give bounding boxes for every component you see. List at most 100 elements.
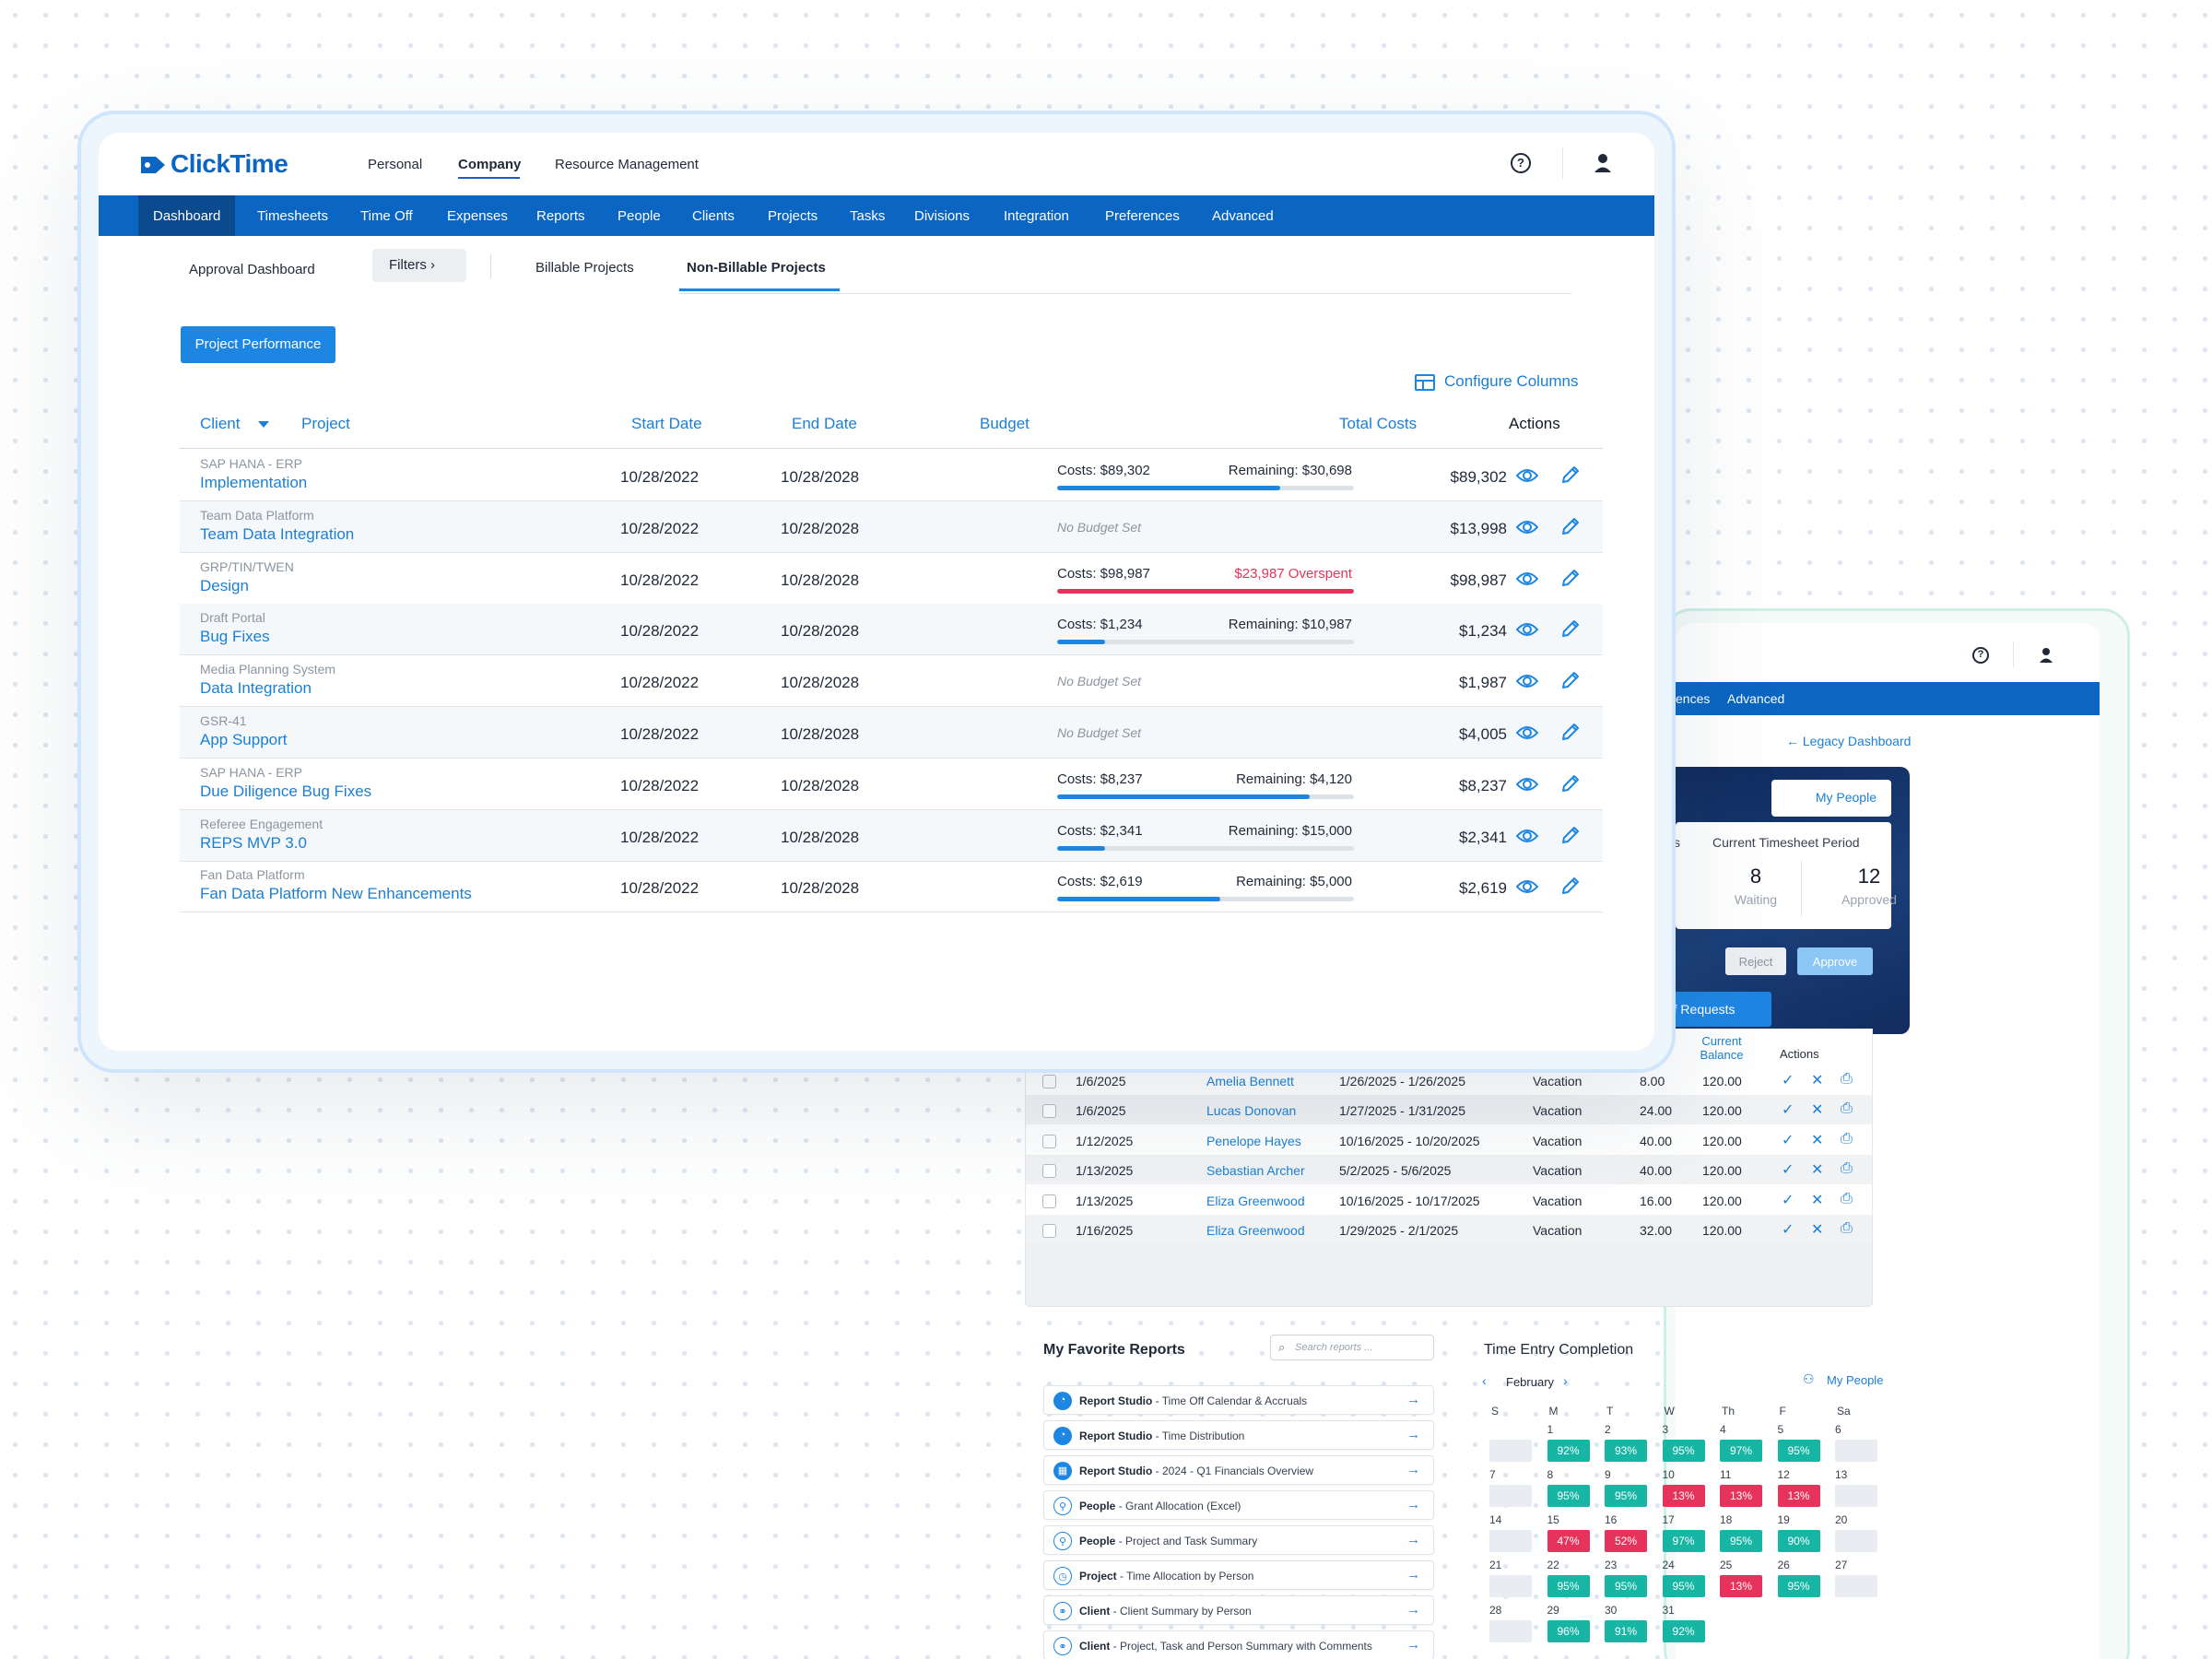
- configure-columns-link[interactable]: Configure Columns: [1444, 372, 1579, 390]
- check-icon[interactable]: ✓: [1782, 1073, 1794, 1088]
- user-icon[interactable]: [2039, 647, 2053, 664]
- my-people-button[interactable]: My People: [1771, 780, 1891, 817]
- row-checkbox[interactable]: [1042, 1075, 1056, 1088]
- eye-icon[interactable]: [1515, 518, 1539, 536]
- close-icon[interactable]: ✕: [1811, 1192, 1824, 1208]
- approval-dashboard-link[interactable]: Approval Dashboard: [189, 262, 315, 277]
- calendar-day[interactable]: 4 97%: [1718, 1423, 1764, 1465]
- legacy-dashboard-link[interactable]: ← Legacy Dashboard: [1786, 734, 1911, 748]
- project-link[interactable]: Due Diligence Bug Fixes: [200, 782, 372, 800]
- pencil-icon[interactable]: [1560, 825, 1581, 845]
- report-item[interactable]: ⚲ People - Grant Allocation (Excel) →: [1043, 1490, 1434, 1520]
- nav-item-timesheets[interactable]: Timesheets: [257, 208, 328, 224]
- column-header-project[interactable]: Project: [301, 415, 350, 432]
- calendar-day[interactable]: 17 97%: [1661, 1513, 1707, 1556]
- employee-link[interactable]: Eliza Greenwood: [1206, 1193, 1305, 1208]
- columns-icon[interactable]: [1415, 374, 1435, 391]
- nav-item-preferences[interactable]: ences: [1676, 691, 1711, 706]
- chevron-left-icon[interactable]: ‹: [1482, 1373, 1487, 1388]
- report-search-input[interactable]: ⌕ Search reports ...: [1270, 1335, 1434, 1360]
- calendar-day[interactable]: 20: [1833, 1513, 1879, 1556]
- close-icon[interactable]: ✕: [1811, 1102, 1824, 1119]
- eye-icon[interactable]: [1515, 775, 1539, 794]
- check-icon[interactable]: ✓: [1782, 1162, 1794, 1179]
- time-off-requests-tab[interactable]: ff Requests: [1668, 992, 1771, 1027]
- pencil-icon[interactable]: [1560, 465, 1581, 485]
- topnav-company[interactable]: Company: [458, 157, 522, 172]
- column-header-budget[interactable]: Budget: [980, 415, 1030, 432]
- calendar-day[interactable]: 8 95%: [1546, 1468, 1592, 1511]
- calendar-day[interactable]: 3 95%: [1661, 1423, 1707, 1465]
- employee-link[interactable]: Eliza Greenwood: [1206, 1223, 1305, 1238]
- reject-button[interactable]: Reject: [1725, 947, 1786, 975]
- document-search-icon[interactable]: ⎙: [1841, 1160, 1853, 1177]
- column-header-current-balance[interactable]: Current Balance: [1700, 1034, 1744, 1062]
- tab-billable-projects[interactable]: Billable Projects: [535, 260, 634, 276]
- nav-item-dashboard[interactable]: Dashboard: [138, 195, 236, 236]
- pencil-icon[interactable]: [1560, 876, 1581, 896]
- employee-link[interactable]: Lucas Donovan: [1206, 1103, 1297, 1119]
- report-item[interactable]: ▦ Report Studio - 2024 - Q1 Financials Ov…: [1043, 1455, 1434, 1485]
- report-item[interactable]: ⚲ People - Project and Task Summary →: [1043, 1525, 1434, 1555]
- calendar-day[interactable]: 5 95%: [1776, 1423, 1822, 1465]
- document-search-icon[interactable]: ⎙: [1841, 1071, 1853, 1087]
- nav-item-integration[interactable]: Integration: [1004, 208, 1069, 224]
- nav-item-preferences[interactable]: Preferences: [1105, 208, 1180, 224]
- nav-item-people[interactable]: People: [618, 208, 661, 224]
- topnav-resource-management[interactable]: Resource Management: [555, 157, 699, 172]
- close-icon[interactable]: ✕: [1811, 1132, 1824, 1148]
- employee-link[interactable]: Penelope Hayes: [1206, 1133, 1301, 1148]
- report-item[interactable]: ⚭ Client - Project, Task and Person Summa…: [1043, 1630, 1434, 1659]
- project-link[interactable]: Implementation: [200, 474, 308, 491]
- filters-button[interactable]: Filters ›: [372, 249, 466, 282]
- document-search-icon[interactable]: ⎙: [1841, 1130, 1853, 1147]
- calendar-day[interactable]: 22 95%: [1546, 1559, 1592, 1601]
- report-item[interactable]: ◔ Report Studio - Time Distribution →: [1043, 1420, 1434, 1450]
- project-link[interactable]: Bug Fixes: [200, 628, 270, 646]
- calendar-day[interactable]: 19 90%: [1776, 1513, 1822, 1556]
- document-search-icon[interactable]: ⎙: [1841, 1220, 1853, 1236]
- check-icon[interactable]: ✓: [1782, 1192, 1794, 1208]
- calendar-day[interactable]: 12 13%: [1776, 1468, 1822, 1511]
- calendar-day[interactable]: 26 95%: [1776, 1559, 1822, 1601]
- column-header-end-date[interactable]: End Date: [792, 415, 857, 432]
- nav-item-projects[interactable]: Projects: [768, 208, 818, 224]
- column-header-total-costs[interactable]: Total Costs: [1339, 415, 1418, 432]
- document-search-icon[interactable]: ⎙: [1841, 1100, 1853, 1117]
- eye-icon[interactable]: [1515, 877, 1539, 896]
- calendar-my-people-link[interactable]: My People: [1827, 1373, 1884, 1387]
- chevron-right-icon[interactable]: ›: [1563, 1373, 1568, 1388]
- eye-icon[interactable]: [1515, 620, 1539, 639]
- project-performance-button[interactable]: Project Performance: [181, 326, 335, 363]
- clicktime-logo[interactable]: ClickTime: [171, 149, 288, 178]
- project-link[interactable]: Design: [200, 576, 249, 594]
- row-checkbox[interactable]: [1042, 1194, 1056, 1208]
- check-icon[interactable]: ✓: [1782, 1222, 1794, 1238]
- document-search-icon[interactable]: ⎙: [1841, 1190, 1853, 1206]
- close-icon[interactable]: ✕: [1811, 1222, 1824, 1238]
- calendar-day[interactable]: 7: [1488, 1468, 1534, 1511]
- pencil-icon[interactable]: [1560, 670, 1581, 690]
- topnav-personal[interactable]: Personal: [368, 157, 423, 172]
- eye-icon[interactable]: [1515, 672, 1539, 690]
- calendar-day[interactable]: 15 47%: [1546, 1513, 1592, 1556]
- sort-caret-icon[interactable]: [258, 421, 269, 428]
- pencil-icon[interactable]: [1560, 568, 1581, 588]
- calendar-day[interactable]: 24 95%: [1661, 1559, 1707, 1601]
- pencil-icon[interactable]: [1560, 722, 1581, 742]
- nav-item-tasks[interactable]: Tasks: [850, 208, 886, 224]
- column-header-client[interactable]: Client: [200, 415, 241, 432]
- nav-item-time-off[interactable]: Time Off: [360, 208, 413, 224]
- nav-item-advanced[interactable]: Advanced: [1727, 691, 1785, 706]
- employee-link[interactable]: Amelia Bennett: [1206, 1074, 1294, 1088]
- project-link[interactable]: App Support: [200, 731, 288, 748]
- calendar-day[interactable]: 31 92%: [1661, 1604, 1707, 1646]
- calendar-day[interactable]: 6: [1833, 1423, 1879, 1465]
- eye-icon[interactable]: [1515, 827, 1539, 845]
- report-item[interactable]: ◷ Project - Time Allocation by Person →: [1043, 1560, 1434, 1590]
- calendar-day[interactable]: 28: [1488, 1604, 1534, 1646]
- calendar-day[interactable]: 16 52%: [1603, 1513, 1649, 1556]
- nav-item-divisions[interactable]: Divisions: [914, 208, 971, 224]
- tab-non-billable-projects[interactable]: Non-Billable Projects: [687, 260, 826, 276]
- calendar-day[interactable]: 1 92%: [1546, 1423, 1592, 1465]
